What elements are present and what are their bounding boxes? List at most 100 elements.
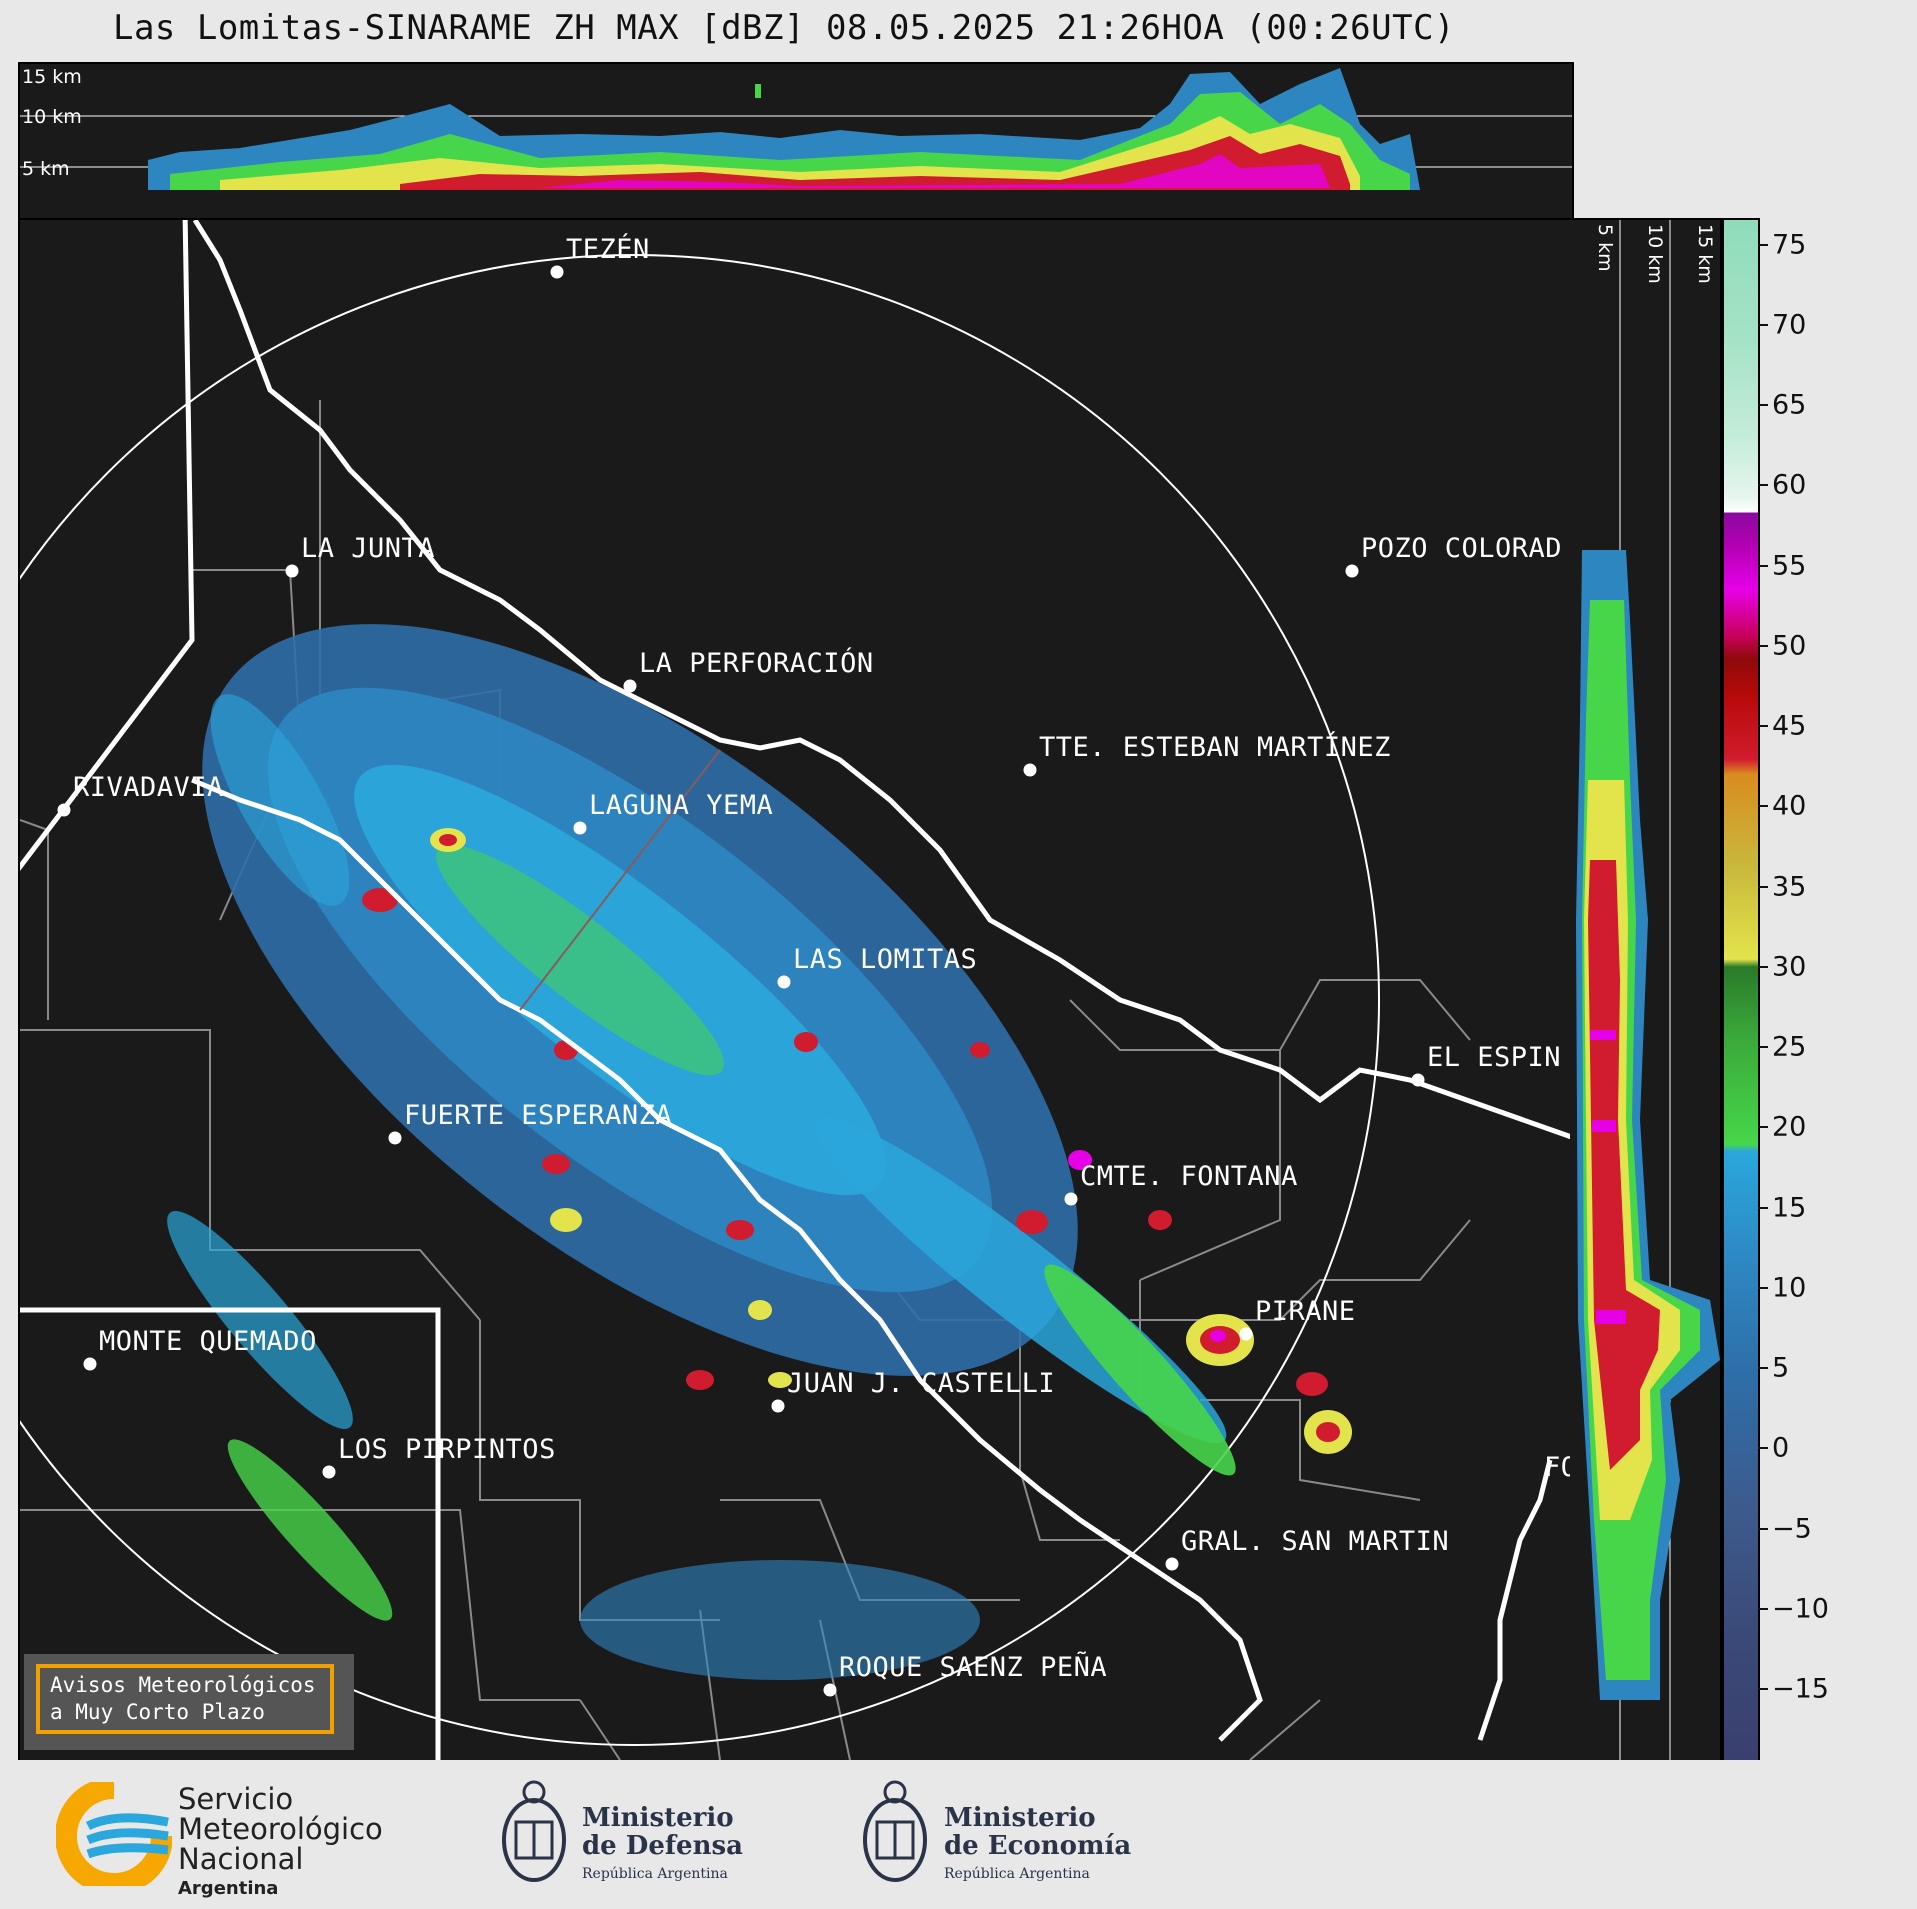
cb-label-minus-10: −10: [1772, 1593, 1829, 1625]
city-label-tte-esteban-martinez: TTE. ESTEBAN MARTÍNEZ: [1039, 732, 1391, 763]
cb-tick: [1758, 725, 1768, 727]
cb-tick: [1758, 484, 1768, 486]
city-dot-rivadavia: [57, 803, 71, 817]
cb-label-60: 60: [1772, 469, 1807, 501]
economia-sub: República Argentina: [944, 1866, 1090, 1882]
cb-tick: [1758, 645, 1768, 647]
cb-tick: [1758, 244, 1768, 246]
province-borders: [20, 220, 1572, 1760]
dbz-colorbar: [1722, 218, 1760, 1762]
city-label-rivadavia: RIVADAVIA: [73, 772, 224, 803]
economia-logo-text: Ministerio de Economía República Argenti…: [944, 1804, 1131, 1888]
city-dot-las-lomitas: [777, 975, 791, 989]
cb-label-55: 55: [1772, 550, 1807, 582]
cb-tick: [1758, 324, 1768, 326]
map-title: Las Lomitas-SINARAME ZH MAX [dBZ] 08.05.…: [112, 8, 1456, 48]
side-height-label-15: 15 km: [1694, 224, 1716, 284]
range-ring: [20, 254, 1380, 1746]
defensa-coat-of-arms-icon: [502, 1780, 566, 1882]
defensa-line-1: Ministerio: [582, 1803, 734, 1833]
city-dot-el-espinillo: [1411, 1073, 1425, 1087]
avisos-box-inner: Avisos Meteorológicos a Muy Corto Plazo: [36, 1664, 334, 1734]
radar-map-panel: TEZÉN LA JUNTA POZO COLORAD LA PERFORACI…: [18, 218, 1574, 1762]
city-label-gral-san-martin: GRAL. SAN MARTIN: [1181, 1526, 1450, 1557]
city-dot-juan-j-castelli: [771, 1399, 785, 1413]
cb-tick: [1758, 1207, 1768, 1209]
side-height-label-5: 5 km: [1594, 224, 1616, 272]
city-label-la-perforacion: LA PERFORACIÓN: [639, 648, 874, 679]
cb-label-65: 65: [1772, 389, 1807, 421]
city-dot-la-junta: [285, 564, 299, 578]
city-label-juan-j-castelli: JUAN J. CASTELLI: [787, 1368, 1056, 1399]
top-cross-section-panel: 15 km 10 km 5 km: [18, 62, 1574, 220]
radar-echoes: [167, 624, 1352, 1680]
defensa-sub: República Argentina: [582, 1866, 728, 1882]
cb-tick: [1758, 565, 1768, 567]
cb-tick: [1758, 1447, 1768, 1449]
city-label-las-lomitas: LAS LOMITAS: [793, 944, 978, 975]
top-cross-section-chart: [20, 68, 1572, 190]
cb-label-minus-15: −15: [1772, 1673, 1829, 1705]
cross-section-line: [519, 749, 721, 1011]
smn-country: Argentina: [178, 1878, 279, 1899]
city-label-laguna-yema: LAGUNA YEMA: [589, 790, 774, 821]
smn-logo-text: Servicio Meteorológico Nacional Argentin…: [178, 1784, 383, 1904]
city-dot-la-perforacion: [623, 679, 637, 693]
side-height-label-10: 10 km: [1644, 224, 1666, 284]
city-label-los-pirpintos: LOS PIRPINTOS: [338, 1434, 556, 1465]
cb-label-75: 75: [1772, 229, 1807, 261]
cb-tick: [1758, 1367, 1768, 1369]
cb-label-40: 40: [1772, 790, 1807, 822]
avisos-box[interactable]: Avisos Meteorológicos a Muy Corto Plazo: [24, 1654, 354, 1750]
top-height-label-5: 5 km: [22, 158, 70, 180]
city-dot-gral-san-martin: [1165, 1557, 1179, 1571]
cb-label-5: 5: [1772, 1352, 1790, 1384]
city-dot-tte-esteban-martinez: [1023, 763, 1037, 777]
side-cross-section-chart: [1576, 220, 1720, 1760]
city-label-fuerte-esperanza: FUERTE ESPERANZA: [404, 1100, 673, 1131]
city-label-pozo-colorado: POZO COLORAD: [1361, 533, 1563, 564]
city-dot-pirane: [1239, 1327, 1253, 1341]
cb-tick: [1758, 1608, 1768, 1610]
defensa-line-2: de Defensa: [582, 1831, 743, 1861]
economia-coat-of-arms-icon: [863, 1780, 927, 1882]
city-dot-monte-quemado: [83, 1357, 97, 1371]
city-dot-fuerte-esperanza: [388, 1131, 402, 1145]
smn-logo-icon: [56, 1782, 172, 1886]
city-dot-cmte-fontana: [1064, 1192, 1078, 1206]
city-label-tezen: TEZÉN: [566, 234, 650, 265]
city-label-el-espinillo: EL ESPIN: [1427, 1042, 1562, 1073]
cb-label-minus-5: −5: [1772, 1513, 1812, 1545]
top-height-label-15: 15 km: [22, 66, 82, 88]
city-dot-roque-saenz-pena: [823, 1683, 837, 1697]
cb-tick: [1758, 805, 1768, 807]
cb-label-20: 20: [1772, 1111, 1807, 1143]
footer: [0, 1760, 1917, 1909]
cb-label-25: 25: [1772, 1031, 1807, 1063]
cb-label-15: 15: [1772, 1192, 1807, 1224]
cb-label-35: 35: [1772, 871, 1807, 903]
cb-tick: [1758, 886, 1768, 888]
city-label-formosa-partial: FO: [1544, 1452, 1572, 1483]
economia-line-2: de Economía: [944, 1831, 1132, 1861]
defensa-logo-text: Ministerio de Defensa República Argentin…: [582, 1804, 743, 1888]
cb-tick: [1758, 966, 1768, 968]
avisos-line-1: Avisos Meteorológicos: [50, 1673, 316, 1697]
city-label-la-junta: LA JUNTA: [301, 533, 436, 564]
smn-line-3: Nacional: [178, 1842, 304, 1876]
economia-line-1: Ministerio: [944, 1803, 1096, 1833]
cb-tick: [1758, 404, 1768, 406]
radar-map-svg: [20, 220, 1572, 1760]
cb-tick: [1758, 1528, 1768, 1530]
city-dot-pozo-colorado: [1345, 564, 1359, 578]
city-label-roque-saenz-pena: ROQUE SAENZ PEÑA: [839, 1652, 1108, 1683]
top-height-label-10: 10 km: [22, 106, 82, 128]
city-label-monte-quemado: MONTE QUEMADO: [99, 1326, 317, 1357]
cb-label-50: 50: [1772, 630, 1807, 662]
cb-tick: [1758, 1126, 1768, 1128]
cb-tick: [1758, 1688, 1768, 1690]
cb-label-0: 0: [1772, 1432, 1790, 1464]
city-label-cmte-fontana: CMTE. FONTANA: [1080, 1161, 1298, 1192]
side-cross-section-panel: 5 km 10 km 15 km: [1570, 218, 1722, 1762]
smn-line-1: Servicio: [178, 1782, 294, 1816]
